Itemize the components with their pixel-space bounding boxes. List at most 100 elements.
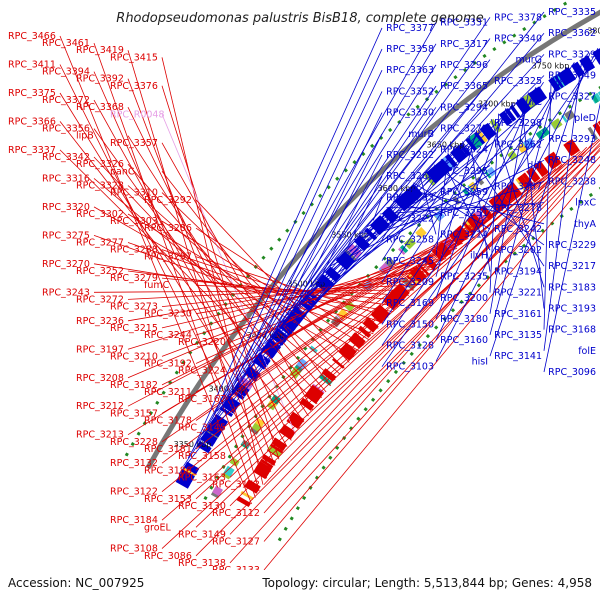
gene-label: RPC_3363 [386, 65, 434, 76]
gene-feature [212, 485, 223, 497]
gene-feature [540, 126, 551, 137]
label-leader [520, 97, 545, 309]
gene-label: ilvH [470, 251, 488, 262]
gene-feature [237, 496, 251, 506]
label-leader [253, 91, 383, 359]
label-leader [229, 142, 600, 535]
gene-label: RPC_3245 [386, 256, 434, 267]
gene-feature [415, 226, 427, 239]
label-leader [195, 149, 600, 557]
label-leader [127, 163, 327, 393]
gene-label: RPC_3214 [440, 229, 488, 240]
label-leader [435, 87, 537, 320]
label-leader [161, 114, 296, 435]
gene-label: pleD [574, 113, 596, 124]
gene-label: RPC_3276 [440, 124, 488, 135]
accession-label: Accession: NC_007925 [8, 576, 144, 590]
gene-feature [278, 427, 294, 440]
gene-label: RPC_3270 [42, 259, 90, 270]
scale-label: 3600 kbp [378, 184, 416, 193]
gene-label: RPC_3273 [110, 302, 158, 313]
gene-label: RPC_3298 [494, 118, 542, 129]
map-title: Rhodopseudomonas palustris BisB18, compl… [116, 11, 483, 26]
gene-feature [200, 433, 216, 447]
gene-label: RPC_3096 [548, 367, 596, 378]
gene-label: RPC_3242 [494, 224, 542, 235]
gene-feature [498, 110, 513, 126]
label-leader [381, 102, 514, 304]
gene-label: RPC_3394 [42, 67, 90, 78]
label-leader [127, 185, 341, 375]
label-leader [127, 208, 503, 407]
scale-label: 3750 kbp [532, 62, 570, 71]
gene-feature [223, 465, 235, 477]
gene-label: RPC_3163 [178, 472, 226, 483]
label-leader [195, 151, 581, 500]
label-leader [59, 64, 268, 479]
gene-label: RPC_3330 [386, 108, 434, 119]
label-leader [489, 52, 591, 357]
label-leader [381, 170, 428, 240]
gene-feature [343, 342, 357, 355]
label-leader [281, 117, 545, 323]
gene-label: RPC_3184 [110, 515, 158, 526]
gene-label: RPC_3268 [386, 171, 434, 182]
gene-feature [550, 118, 563, 130]
label-leader [247, 85, 437, 367]
label-leader [543, 77, 552, 330]
label-leader [435, 67, 567, 341]
gene-label: RPC_3197 [76, 344, 124, 355]
gene-label: RPC_3376 [110, 81, 158, 92]
gene-label: RPC_3186 [144, 465, 192, 476]
label-leader [221, 59, 491, 404]
gene-label: RPC_3329 [548, 49, 596, 60]
gene-label: RPC_3157 [110, 408, 158, 419]
gene-label: RPC_3086 [144, 551, 192, 562]
gene-label: RPC_3158 [178, 451, 226, 462]
gene-label: RPC_3211 [144, 387, 192, 398]
label-leader [379, 202, 545, 215]
gene-label: RPC_3235 [440, 272, 488, 283]
label-leader [161, 155, 575, 493]
gene-label: RPC_3169 [386, 298, 434, 309]
gene-label: RPC_3415 [110, 52, 158, 63]
gene-label: RPC_3202 [494, 245, 542, 256]
label-leader [161, 172, 551, 464]
label-leader [469, 135, 491, 272]
gene-label: RPC_3294 [440, 102, 488, 113]
label-leader [489, 92, 529, 314]
gene-feature [500, 187, 515, 203]
gene-feature [484, 170, 492, 179]
gene-label: RPC_3149 [178, 529, 226, 540]
gene-label: RPC_3372 [42, 95, 90, 106]
gene-label: RPC_3145 [178, 423, 226, 434]
gene-feature [357, 325, 372, 339]
gene-label: RPC_3209 [386, 277, 434, 288]
scale-label: 3350 kbp [174, 440, 212, 449]
gene-label: RPC_3128 [386, 341, 434, 352]
gene-feature [240, 490, 255, 501]
gene-label: RPC_3229 [548, 240, 596, 251]
gene-feature [393, 287, 406, 300]
label-leader [93, 42, 256, 498]
gene-feature [455, 226, 469, 241]
label-leader [381, 124, 485, 283]
label-leader [195, 199, 515, 421]
gene-label: RPC_3358 [386, 44, 434, 55]
gene-feature [197, 440, 212, 452]
gene-label: RPC_3375 [8, 88, 56, 99]
gene-label: RPC_3192 [144, 359, 192, 370]
label-leader-lines [59, 11, 600, 571]
gene-label: RPC_3378 [494, 12, 542, 23]
gene-label: RPC_3108 [110, 544, 158, 555]
gene-feature [468, 181, 479, 192]
gene-label: RPC_3303 [110, 216, 158, 227]
label-leader [435, 108, 507, 299]
gene-label: RPC_3320 [42, 202, 90, 213]
gene-feature [411, 183, 424, 197]
gene-label: RPC_3275 [42, 230, 90, 241]
label-leader [264, 101, 491, 345]
gene-feature [175, 477, 191, 489]
